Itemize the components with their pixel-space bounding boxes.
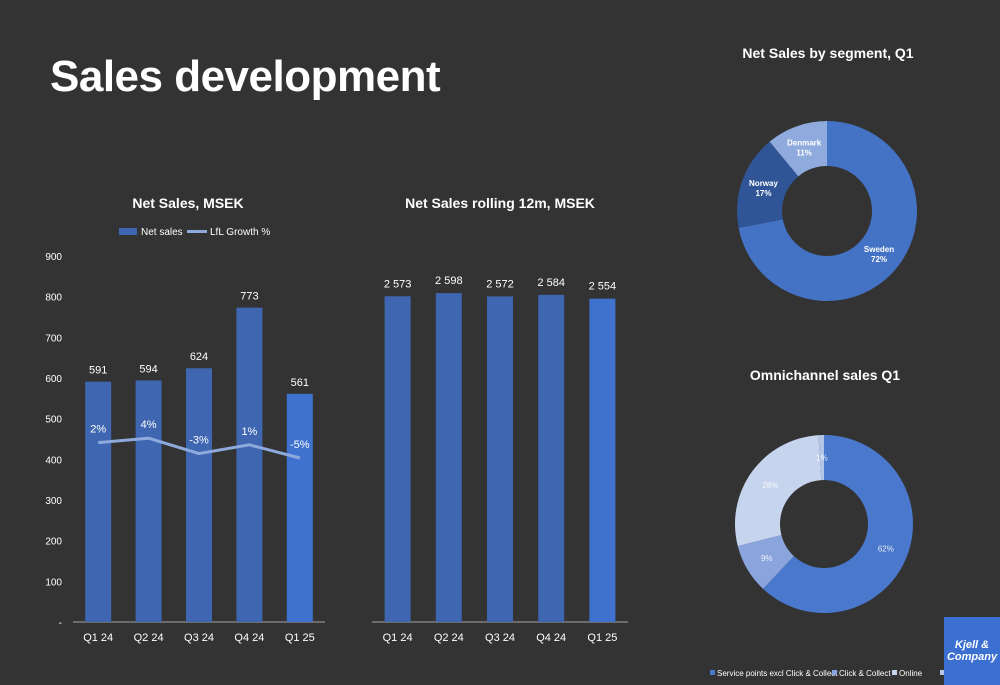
x-tick-label: Q1 24	[83, 632, 113, 644]
segment-slice-name: Norway	[749, 179, 778, 188]
legend-label-omnichannel: Click & Collect	[839, 669, 891, 678]
segment-slice-percent: 72%	[871, 255, 887, 264]
bar-value-label: 773	[240, 291, 258, 303]
bar-value-label: 624	[190, 351, 208, 363]
bar-rolling-sales	[435, 293, 462, 622]
y-tick-label: -	[59, 618, 62, 629]
legend-label-lfl-growth: LfL Growth %	[210, 227, 270, 238]
bar-net-sales	[286, 393, 313, 622]
segment-slice	[738, 121, 918, 302]
bar-net-sales	[236, 307, 263, 622]
legend-swatch-omnichannel	[892, 670, 897, 675]
y-tick-label: 800	[45, 293, 62, 304]
omnichannel-slice	[737, 534, 794, 589]
y-tick-label: 400	[45, 455, 62, 466]
bar-net-sales	[186, 368, 212, 622]
line-value-label: 4%	[141, 419, 157, 431]
x-tick-label: Q1 24	[383, 632, 413, 644]
bar-value-label: 594	[139, 363, 157, 375]
bar-value-label: 2 584	[537, 277, 565, 289]
bar-net-sales	[135, 380, 162, 622]
omnichannel-slice-percent: 1%	[816, 454, 828, 463]
omnichannel-slice	[734, 435, 822, 547]
bar-value-label: 2 598	[435, 275, 463, 287]
company-logo: Kjell & Company	[944, 617, 1000, 685]
legend-label-omnichannel: Service points excl Click & Collect	[717, 669, 838, 678]
bar-value-label: 2 573	[384, 278, 412, 290]
y-tick-label: 700	[45, 333, 62, 344]
line-lfl-growth	[98, 436, 301, 460]
y-tick-label: 100	[45, 577, 62, 588]
bar-rolling-sales	[538, 294, 565, 622]
bar-value-label: 2 572	[486, 278, 514, 290]
chart3-title: Net Sales by segment, Q1	[742, 45, 913, 61]
y-tick-label: 500	[45, 415, 62, 426]
segment-slice	[737, 141, 799, 228]
y-tick-label: 300	[45, 496, 62, 507]
bar-value-label: 2 554	[589, 281, 617, 293]
bar-rolling-sales	[487, 296, 513, 622]
bar-value-label: 591	[89, 365, 107, 377]
segment-slice	[769, 121, 827, 177]
chart2-title: Net Sales rolling 12m, MSEK	[405, 195, 595, 211]
x-tick-label: Q3 24	[485, 632, 515, 644]
omnichannel-slice-percent: 62%	[878, 544, 894, 553]
bar-value-label: 561	[291, 377, 309, 389]
x-tick-label: Q4 24	[234, 632, 264, 644]
x-tick-label: Q2 24	[134, 632, 164, 644]
x-tick-label: Q3 24	[184, 632, 214, 644]
x-tick-label: Q1 25	[587, 632, 617, 644]
segment-slice-name: Denmark	[787, 138, 822, 147]
bar-rolling-sales	[384, 296, 411, 622]
line-value-label: 2%	[90, 424, 106, 436]
segment-slice-percent: 11%	[796, 148, 812, 157]
bar-net-sales	[85, 381, 112, 622]
omnichannel-slice-percent: 9%	[761, 554, 773, 563]
chart1-title: Net Sales, MSEK	[132, 195, 243, 211]
omnichannel-slice-percent: 28%	[762, 481, 778, 490]
x-tick-label: Q2 24	[434, 632, 464, 644]
legend-swatch-omnichannel	[940, 670, 945, 675]
omnichannel-slice	[763, 435, 913, 613]
legend-swatch-omnichannel	[710, 670, 715, 675]
line-value-label: -3%	[189, 435, 209, 447]
segment-slice-percent: 17%	[755, 189, 771, 198]
line-value-label: -5%	[290, 439, 310, 451]
legend-swatch-net-sales	[119, 228, 137, 235]
chart4-title: Omnichannel sales Q1	[750, 367, 900, 383]
segment-slice-name: Sweden	[864, 245, 894, 254]
x-tick-label: Q4 24	[536, 632, 566, 644]
bar-rolling-sales	[589, 298, 616, 622]
omnichannel-slice	[818, 435, 824, 481]
y-tick-label: 600	[45, 374, 62, 385]
x-tick-label: Q1 25	[285, 632, 315, 644]
legend-label-net-sales: Net sales	[141, 227, 183, 238]
line-value-label: 1%	[241, 426, 257, 438]
logo-line-1: Kjell &	[954, 639, 990, 651]
y-tick-label: 900	[45, 252, 62, 263]
y-tick-label: 200	[45, 537, 62, 548]
logo-line-2: Company	[946, 651, 998, 663]
legend-swatch-omnichannel	[832, 670, 837, 675]
legend-label-omnichannel: Online	[899, 669, 923, 678]
page-title: Sales development	[50, 52, 441, 101]
